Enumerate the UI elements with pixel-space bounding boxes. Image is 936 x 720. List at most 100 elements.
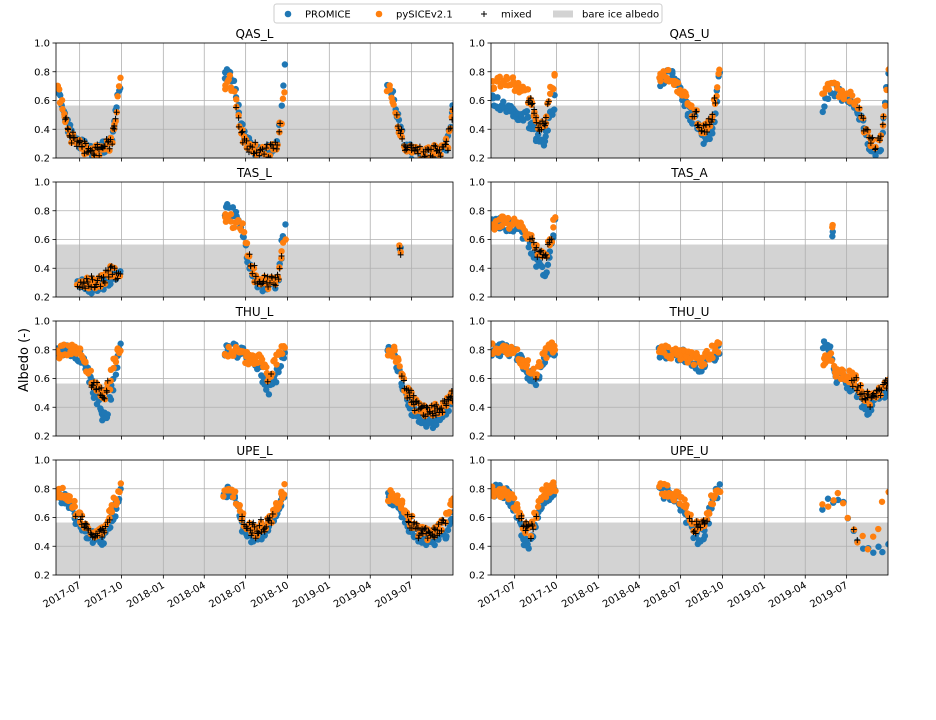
mixed-marker	[239, 513, 246, 520]
mixed-marker	[545, 98, 552, 105]
mixed-marker	[256, 152, 263, 158]
mixed-marker	[85, 526, 92, 533]
panel-title: QAS_L	[236, 27, 274, 41]
mixed-marker	[82, 140, 89, 147]
pysice-point	[504, 214, 512, 222]
legend-label: PROMICE	[305, 10, 351, 21]
promice-point	[281, 61, 289, 68]
promice-point	[107, 280, 114, 288]
pysice-point	[231, 489, 238, 496]
mixed-marker	[883, 385, 888, 392]
mixed-marker	[257, 516, 264, 523]
data-points	[491, 66, 888, 158]
pysice-point	[664, 66, 672, 74]
mixed-marker	[111, 265, 118, 272]
mixed-marker	[65, 126, 72, 133]
x-tick-label: 2017-10	[518, 580, 560, 610]
promice-point	[824, 495, 832, 502]
mixed-marker	[112, 115, 119, 122]
mixed-marker	[876, 137, 883, 144]
mixed-marker	[278, 253, 285, 260]
mixed-marker	[857, 382, 864, 389]
pysice-point	[687, 511, 694, 519]
pysice-point	[664, 482, 671, 489]
pysice-point	[839, 367, 847, 374]
panel-thu-l: 0.2 0.4 0.6 0.8 1.0 THU_L	[34, 305, 454, 443]
panel-title: THU_L	[235, 305, 274, 319]
promice-point	[280, 82, 287, 89]
mixed-marker	[691, 113, 698, 120]
pysice-point	[87, 367, 95, 374]
promice-point	[709, 130, 716, 137]
pysice-point	[524, 357, 532, 364]
mixed-marker	[94, 277, 101, 284]
promice-point	[230, 77, 238, 85]
pysice-point	[117, 480, 125, 487]
pysice-point	[273, 361, 280, 368]
promice-point	[819, 108, 826, 116]
pysice-point	[225, 343, 232, 351]
mixed-marker	[411, 407, 418, 414]
pysice-point	[117, 347, 124, 354]
pysice-point	[667, 352, 675, 359]
mixed-marker	[538, 247, 545, 254]
mixed-marker	[94, 532, 101, 539]
mixed-marker	[695, 121, 702, 128]
pysice-point	[706, 510, 713, 517]
mixed-marker	[266, 514, 273, 521]
y-axis-label: Albedo (-)	[17, 328, 32, 392]
promice-point	[278, 102, 285, 109]
mixed-marker	[256, 522, 263, 529]
mixed-marker	[94, 141, 101, 148]
mixed-marker	[396, 245, 403, 252]
promice-point	[229, 204, 237, 211]
mixed-marker	[853, 387, 860, 394]
promice-point	[544, 127, 551, 134]
legend-marker	[553, 10, 573, 18]
mixed-marker	[421, 153, 428, 158]
x-tick-label: 2019-04	[767, 580, 809, 610]
mixed-marker	[408, 387, 415, 394]
mixed-marker	[528, 101, 535, 108]
mixed-marker	[533, 119, 540, 126]
mixed-marker	[235, 114, 242, 121]
series-mixed	[525, 95, 887, 153]
pysice-point	[114, 93, 121, 100]
mixed-marker	[270, 145, 277, 152]
y-tick-label: 0.4	[34, 125, 50, 136]
mixed-marker	[700, 517, 707, 524]
mixed-marker	[408, 141, 415, 148]
mixed-marker	[109, 141, 116, 148]
pysice-point	[551, 72, 558, 79]
pysice-point	[66, 493, 73, 500]
pysice-point	[550, 479, 557, 486]
promice-point	[444, 526, 452, 534]
pysice-point	[240, 228, 248, 236]
mixed-marker	[879, 121, 886, 128]
mixed-marker	[113, 109, 120, 116]
panel-tas-a: 0.2 0.4 0.6 0.8 1.0 TAS_A	[469, 166, 889, 304]
pysice-point	[110, 364, 117, 372]
pysice-point	[396, 363, 403, 370]
mixed-marker	[269, 511, 276, 518]
mixed-marker	[440, 517, 447, 524]
promice-point	[543, 269, 550, 276]
pysice-point	[277, 499, 284, 507]
pysice-point	[108, 508, 116, 516]
mixed-marker	[235, 123, 242, 130]
mixed-marker	[878, 387, 885, 394]
pysice-point	[504, 75, 511, 83]
mixed-marker	[399, 135, 406, 142]
pysice-point	[263, 363, 270, 371]
mixed-marker	[432, 412, 439, 419]
pysice-point	[280, 491, 288, 498]
promice-point	[824, 95, 832, 103]
y-tick-label: 0.8	[469, 345, 485, 356]
mixed-marker	[267, 155, 274, 158]
mixed-marker	[109, 271, 116, 278]
mixed-marker	[84, 278, 91, 285]
pysice-point	[709, 354, 716, 362]
mixed-marker	[449, 116, 453, 123]
mixed-marker	[239, 139, 246, 146]
y-tick-label: 0.4	[34, 403, 50, 414]
